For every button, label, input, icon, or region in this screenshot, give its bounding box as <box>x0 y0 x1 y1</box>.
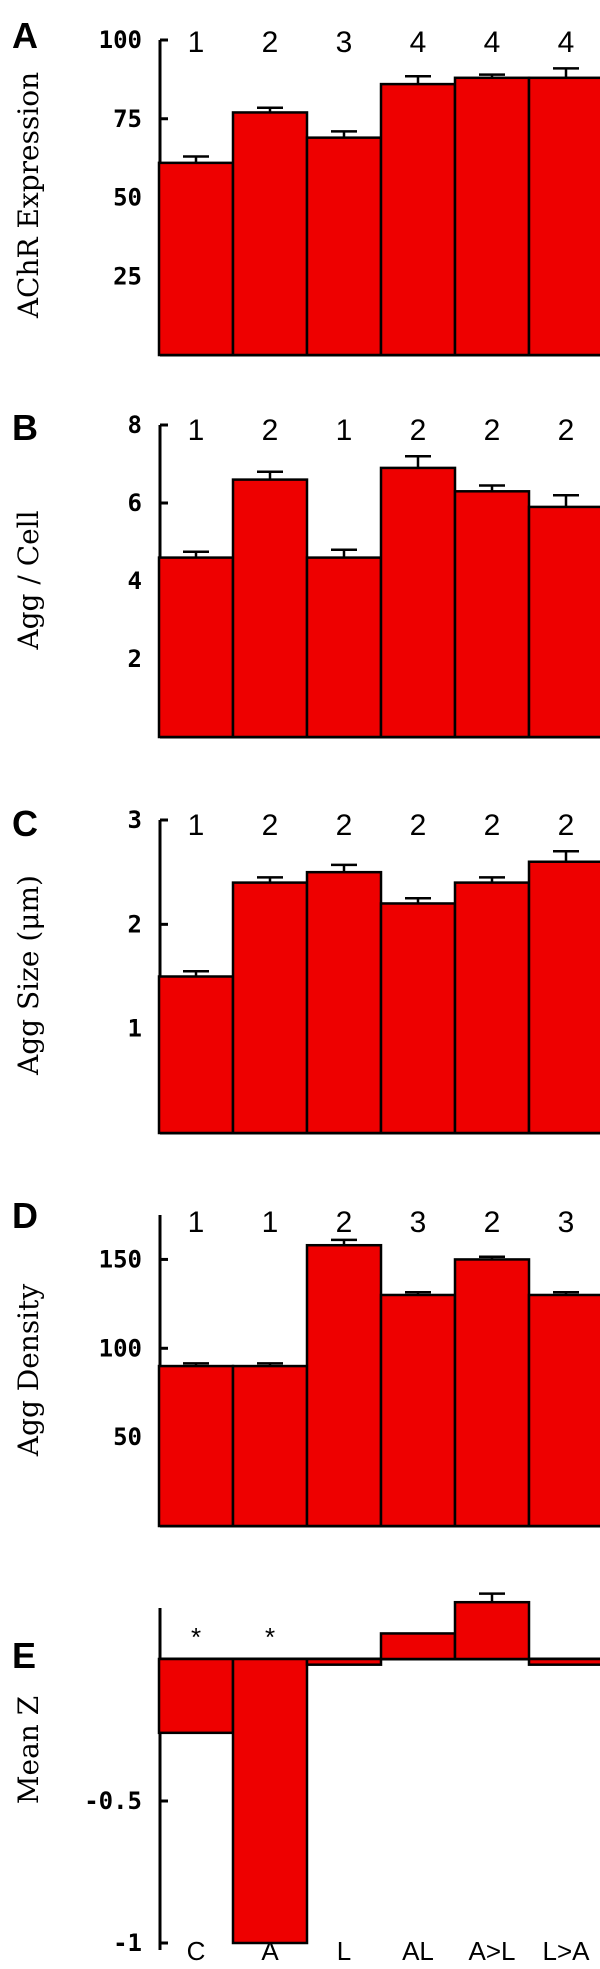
group-label: 4 <box>410 26 427 59</box>
group-label: 2 <box>558 414 575 447</box>
y-tick-label: 8 <box>128 411 142 439</box>
bar <box>157 1364 235 1528</box>
panel-letter-E: E <box>12 1635 36 1676</box>
panel-letter-A: A <box>12 15 38 56</box>
x-category-label: C <box>187 1936 206 1966</box>
y-tick-label: -1 <box>113 1929 142 1957</box>
group-label: 2 <box>336 1206 353 1239</box>
bar <box>231 1657 309 1945</box>
y-tick-label: 2 <box>128 910 142 938</box>
y-tick-label: 50 <box>113 184 142 212</box>
panel-letter-B: B <box>12 407 38 448</box>
group-label: 2 <box>262 26 279 59</box>
group-label: 4 <box>484 26 501 59</box>
bar <box>453 76 531 357</box>
group-label: 1 <box>262 1206 279 1239</box>
group-label: 4 <box>558 26 575 59</box>
significance-marker: * <box>191 1622 201 1652</box>
bar <box>453 881 531 1135</box>
y-tick-label: 25 <box>113 262 142 290</box>
bar <box>231 478 309 739</box>
bar <box>379 82 457 357</box>
bar <box>305 136 383 357</box>
group-label: 1 <box>188 1206 205 1239</box>
x-category-label: AL <box>402 1936 434 1966</box>
bar <box>231 1364 309 1528</box>
y-axis-label: Mean Z <box>12 1696 45 1804</box>
bar <box>379 902 457 1135</box>
bar <box>527 76 600 357</box>
bar <box>231 881 309 1135</box>
bar <box>527 1293 600 1528</box>
y-tick-label: 75 <box>113 105 142 133</box>
bar <box>305 556 383 739</box>
group-label: 3 <box>558 1206 575 1239</box>
y-tick-label: -0.5 <box>84 1787 142 1815</box>
bar <box>305 870 383 1135</box>
group-label: 2 <box>410 414 427 447</box>
y-tick-label: 150 <box>99 1245 142 1273</box>
x-category-label: L <box>337 1936 351 1966</box>
group-label: 2 <box>558 809 575 842</box>
y-axis-label: Agg Size (μm) <box>12 875 45 1076</box>
x-category-label: A>L <box>469 1936 516 1966</box>
y-tick-label: 4 <box>128 567 142 595</box>
significance-marker: * <box>265 1622 275 1652</box>
bar <box>157 1657 235 1735</box>
y-axis-label: Agg / Cell <box>12 510 45 650</box>
y-tick-label: 100 <box>99 1334 142 1362</box>
bar <box>527 860 600 1135</box>
bar <box>527 1657 600 1666</box>
group-label: 1 <box>188 809 205 842</box>
group-label: 1 <box>336 414 353 447</box>
bar <box>379 466 457 739</box>
x-category-label: A <box>261 1936 279 1966</box>
group-label: 2 <box>484 414 501 447</box>
bar <box>305 1657 383 1666</box>
group-label: 3 <box>336 26 353 59</box>
y-tick-label: 100 <box>99 26 142 54</box>
bar <box>157 161 235 357</box>
group-label: 2 <box>262 414 279 447</box>
y-tick-label: 6 <box>128 489 142 517</box>
group-label: 2 <box>484 809 501 842</box>
bar <box>379 1293 457 1528</box>
y-tick-label: 1 <box>128 1015 142 1043</box>
y-tick-label: 2 <box>128 645 142 673</box>
group-label: 1 <box>188 414 205 447</box>
bar <box>453 490 531 739</box>
bar <box>527 505 600 739</box>
group-label: 2 <box>262 809 279 842</box>
y-tick-label: 3 <box>128 806 142 834</box>
x-category-label: L>A <box>543 1936 591 1966</box>
group-label: 2 <box>336 809 353 842</box>
y-axis-label: Agg Density <box>12 1284 45 1458</box>
group-label: 2 <box>410 809 427 842</box>
bar <box>231 111 309 357</box>
bar <box>453 1258 531 1528</box>
group-label: 3 <box>410 1206 427 1239</box>
bar <box>305 1243 383 1528</box>
group-label: 1 <box>188 26 205 59</box>
bar <box>157 975 235 1135</box>
bar <box>453 1600 531 1661</box>
y-tick-label: 50 <box>113 1423 142 1451</box>
y-axis-label: AChR Expression <box>12 72 45 319</box>
panel-letter-C: C <box>12 803 38 844</box>
bar <box>379 1632 457 1661</box>
group-label: 2 <box>484 1206 501 1239</box>
bar <box>157 556 235 739</box>
panel-letter-D: D <box>12 1195 38 1236</box>
